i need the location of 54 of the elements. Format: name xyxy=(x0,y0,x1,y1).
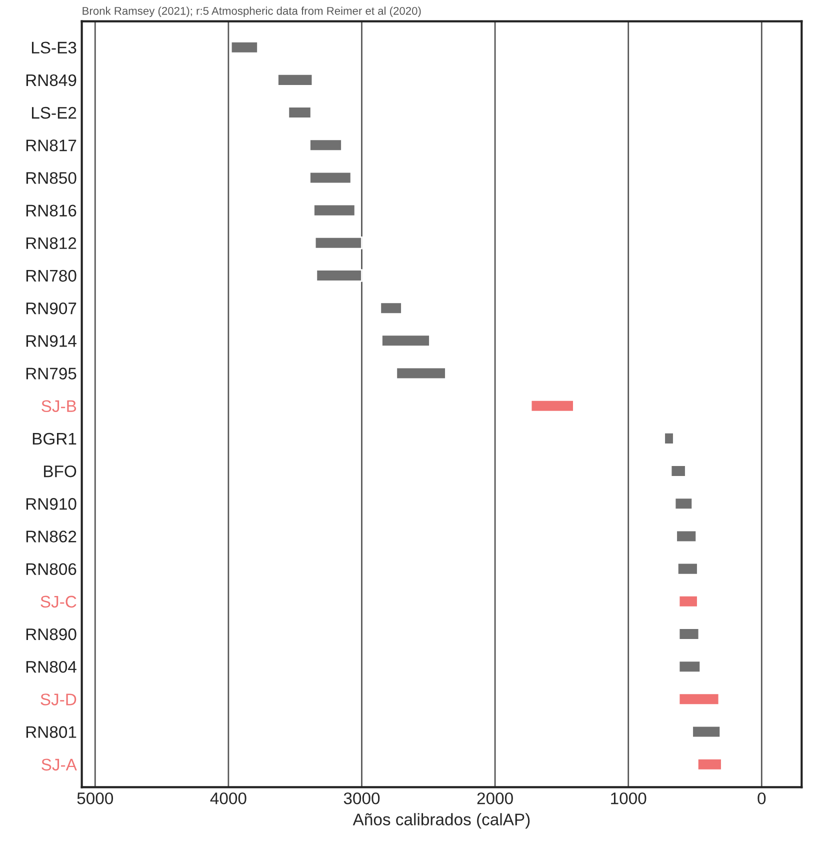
y-tick-label: RN817 xyxy=(26,140,76,152)
y-tick-label: RN850 xyxy=(26,172,76,184)
y-tick-label: RN812 xyxy=(26,237,76,250)
text: Bronk Ramsey (2021); r:5 Atmospheric data from Reimer et al (2020) xyxy=(82,6,421,18)
bar xyxy=(678,628,700,640)
y-tick-label: RN806 xyxy=(26,563,76,576)
y-tick-label: SJ-B xyxy=(42,400,76,412)
y-tick-label: RN890 xyxy=(26,628,76,640)
x-tick-label: 1000 xyxy=(611,792,646,804)
y-tick-label: RN914 xyxy=(26,335,76,347)
y-tick-label: LS-E2 xyxy=(32,106,76,119)
bar xyxy=(313,204,356,217)
y-tick-label: RN907 xyxy=(26,302,76,314)
bar xyxy=(678,660,702,673)
bar xyxy=(678,595,698,608)
y-tick-label: BFO xyxy=(44,465,76,478)
y-tick-label: BGR1 xyxy=(32,432,76,445)
bar xyxy=(309,138,342,152)
y-tick-label: SJ-C xyxy=(40,596,76,608)
bar xyxy=(676,562,698,576)
x-tick-label: 2000 xyxy=(477,792,513,804)
y-tick-label: RN801 xyxy=(26,726,76,738)
bar xyxy=(664,432,674,445)
bar xyxy=(314,236,362,250)
y-tick-label: RN849 xyxy=(26,74,76,86)
bar xyxy=(692,725,722,738)
bar xyxy=(696,758,722,771)
bar xyxy=(381,334,430,348)
bar xyxy=(670,464,686,478)
bar xyxy=(309,171,352,184)
bar xyxy=(674,497,694,510)
bar xyxy=(230,40,258,54)
bar xyxy=(277,74,314,86)
x-tick-label: 5000 xyxy=(77,792,114,804)
y-tick-label: RN910 xyxy=(26,498,76,510)
x-tick-label: 4000 xyxy=(210,792,246,804)
y-tick-label: SJ-A xyxy=(42,758,77,771)
y-tick-label: LS-E3 xyxy=(32,42,76,54)
bar xyxy=(678,692,720,706)
bar xyxy=(380,302,402,314)
bar xyxy=(316,269,362,282)
bar xyxy=(288,106,312,119)
y-tick-label: SJ-D xyxy=(40,694,76,706)
x-axis-title: Años calibrados (calAP) xyxy=(352,813,530,829)
y-tick-label: RN804 xyxy=(26,660,76,673)
y-tick-label: RN780 xyxy=(26,270,76,282)
y-tick-label: RN795 xyxy=(26,368,76,380)
x-tick-label: 0 xyxy=(758,792,766,804)
x-tick-label: 3000 xyxy=(344,792,380,804)
bar xyxy=(676,530,698,543)
bar xyxy=(530,399,574,412)
y-tick-label: RN816 xyxy=(26,204,76,217)
y-tick-label: RN862 xyxy=(26,530,76,542)
bar xyxy=(396,366,446,380)
